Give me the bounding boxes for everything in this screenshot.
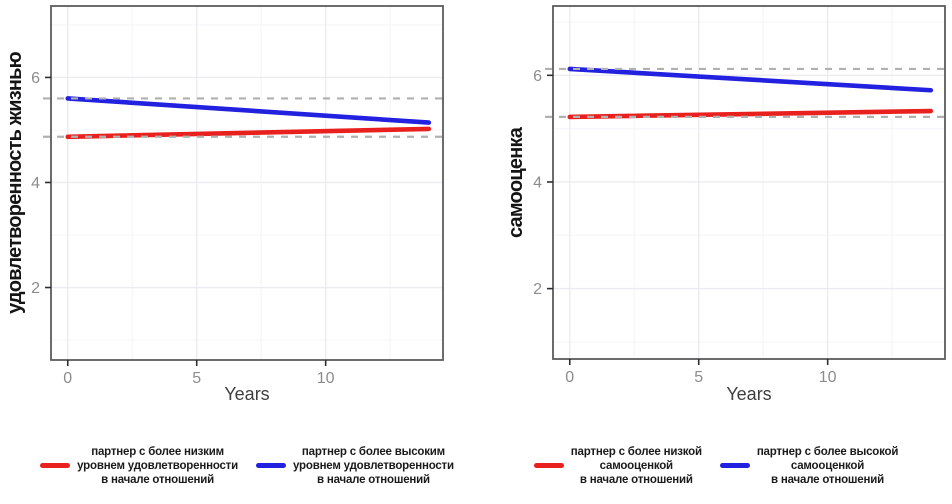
legend-left-chart: партнер с более низким уровнем удовлетво… xyxy=(10,438,484,494)
y-tick-label: 6 xyxy=(533,68,542,85)
x-tick-label: 5 xyxy=(694,369,703,386)
x-tick-label: 5 xyxy=(192,370,201,387)
y-axis-title-life-satisfaction: удовлетворенность жизнью xyxy=(4,52,26,314)
legend-item-higher-self-esteem: партнер с более высокой самооценкой в на… xyxy=(719,445,899,487)
x-tick-label: 0 xyxy=(565,369,574,386)
series-line xyxy=(65,96,432,125)
legend-label: партнер с более низким уровнем удовлетво… xyxy=(77,445,238,486)
legend-label: партнер с более высокой самооценкой в на… xyxy=(756,445,899,486)
legend-label: партнер с более низкой самооценкой в нач… xyxy=(570,445,702,486)
legend-label: партнер с более высоким уровнем удовлетв… xyxy=(293,445,454,486)
legend-key-red-line xyxy=(40,463,71,469)
legend-key-blue-line xyxy=(719,463,750,469)
x-tick-label: 0 xyxy=(63,370,72,387)
x-tick-label: 10 xyxy=(819,369,837,386)
legend-item-lower-self-esteem: партнер с более низкой самооценкой в нач… xyxy=(533,445,702,487)
legend-item-lower-satisfaction: партнер с более низким уровнем удовлетво… xyxy=(40,445,238,487)
y-axis-title-self-esteem: самооценка xyxy=(505,127,527,239)
legend-right-chart: партнер с более низкой самооценкой в нач… xyxy=(486,438,946,494)
y-tick-label: 6 xyxy=(31,70,40,87)
x-axis-title-left: Years xyxy=(224,384,270,404)
x-axis-title-right: Years xyxy=(726,384,772,404)
legend-key-red-line xyxy=(533,463,564,469)
y-tick-label: 2 xyxy=(533,281,542,298)
x-tick-label: 10 xyxy=(317,370,335,387)
y-tick-label: 4 xyxy=(31,175,40,192)
series-line xyxy=(65,126,432,140)
series-line xyxy=(567,66,934,93)
legend-key-blue-line xyxy=(256,463,286,469)
y-tick-label: 4 xyxy=(533,174,542,191)
y-tick-label: 2 xyxy=(31,280,40,297)
legend-item-higher-satisfaction: партнер с более высоким уровнем удовлетв… xyxy=(256,445,454,487)
